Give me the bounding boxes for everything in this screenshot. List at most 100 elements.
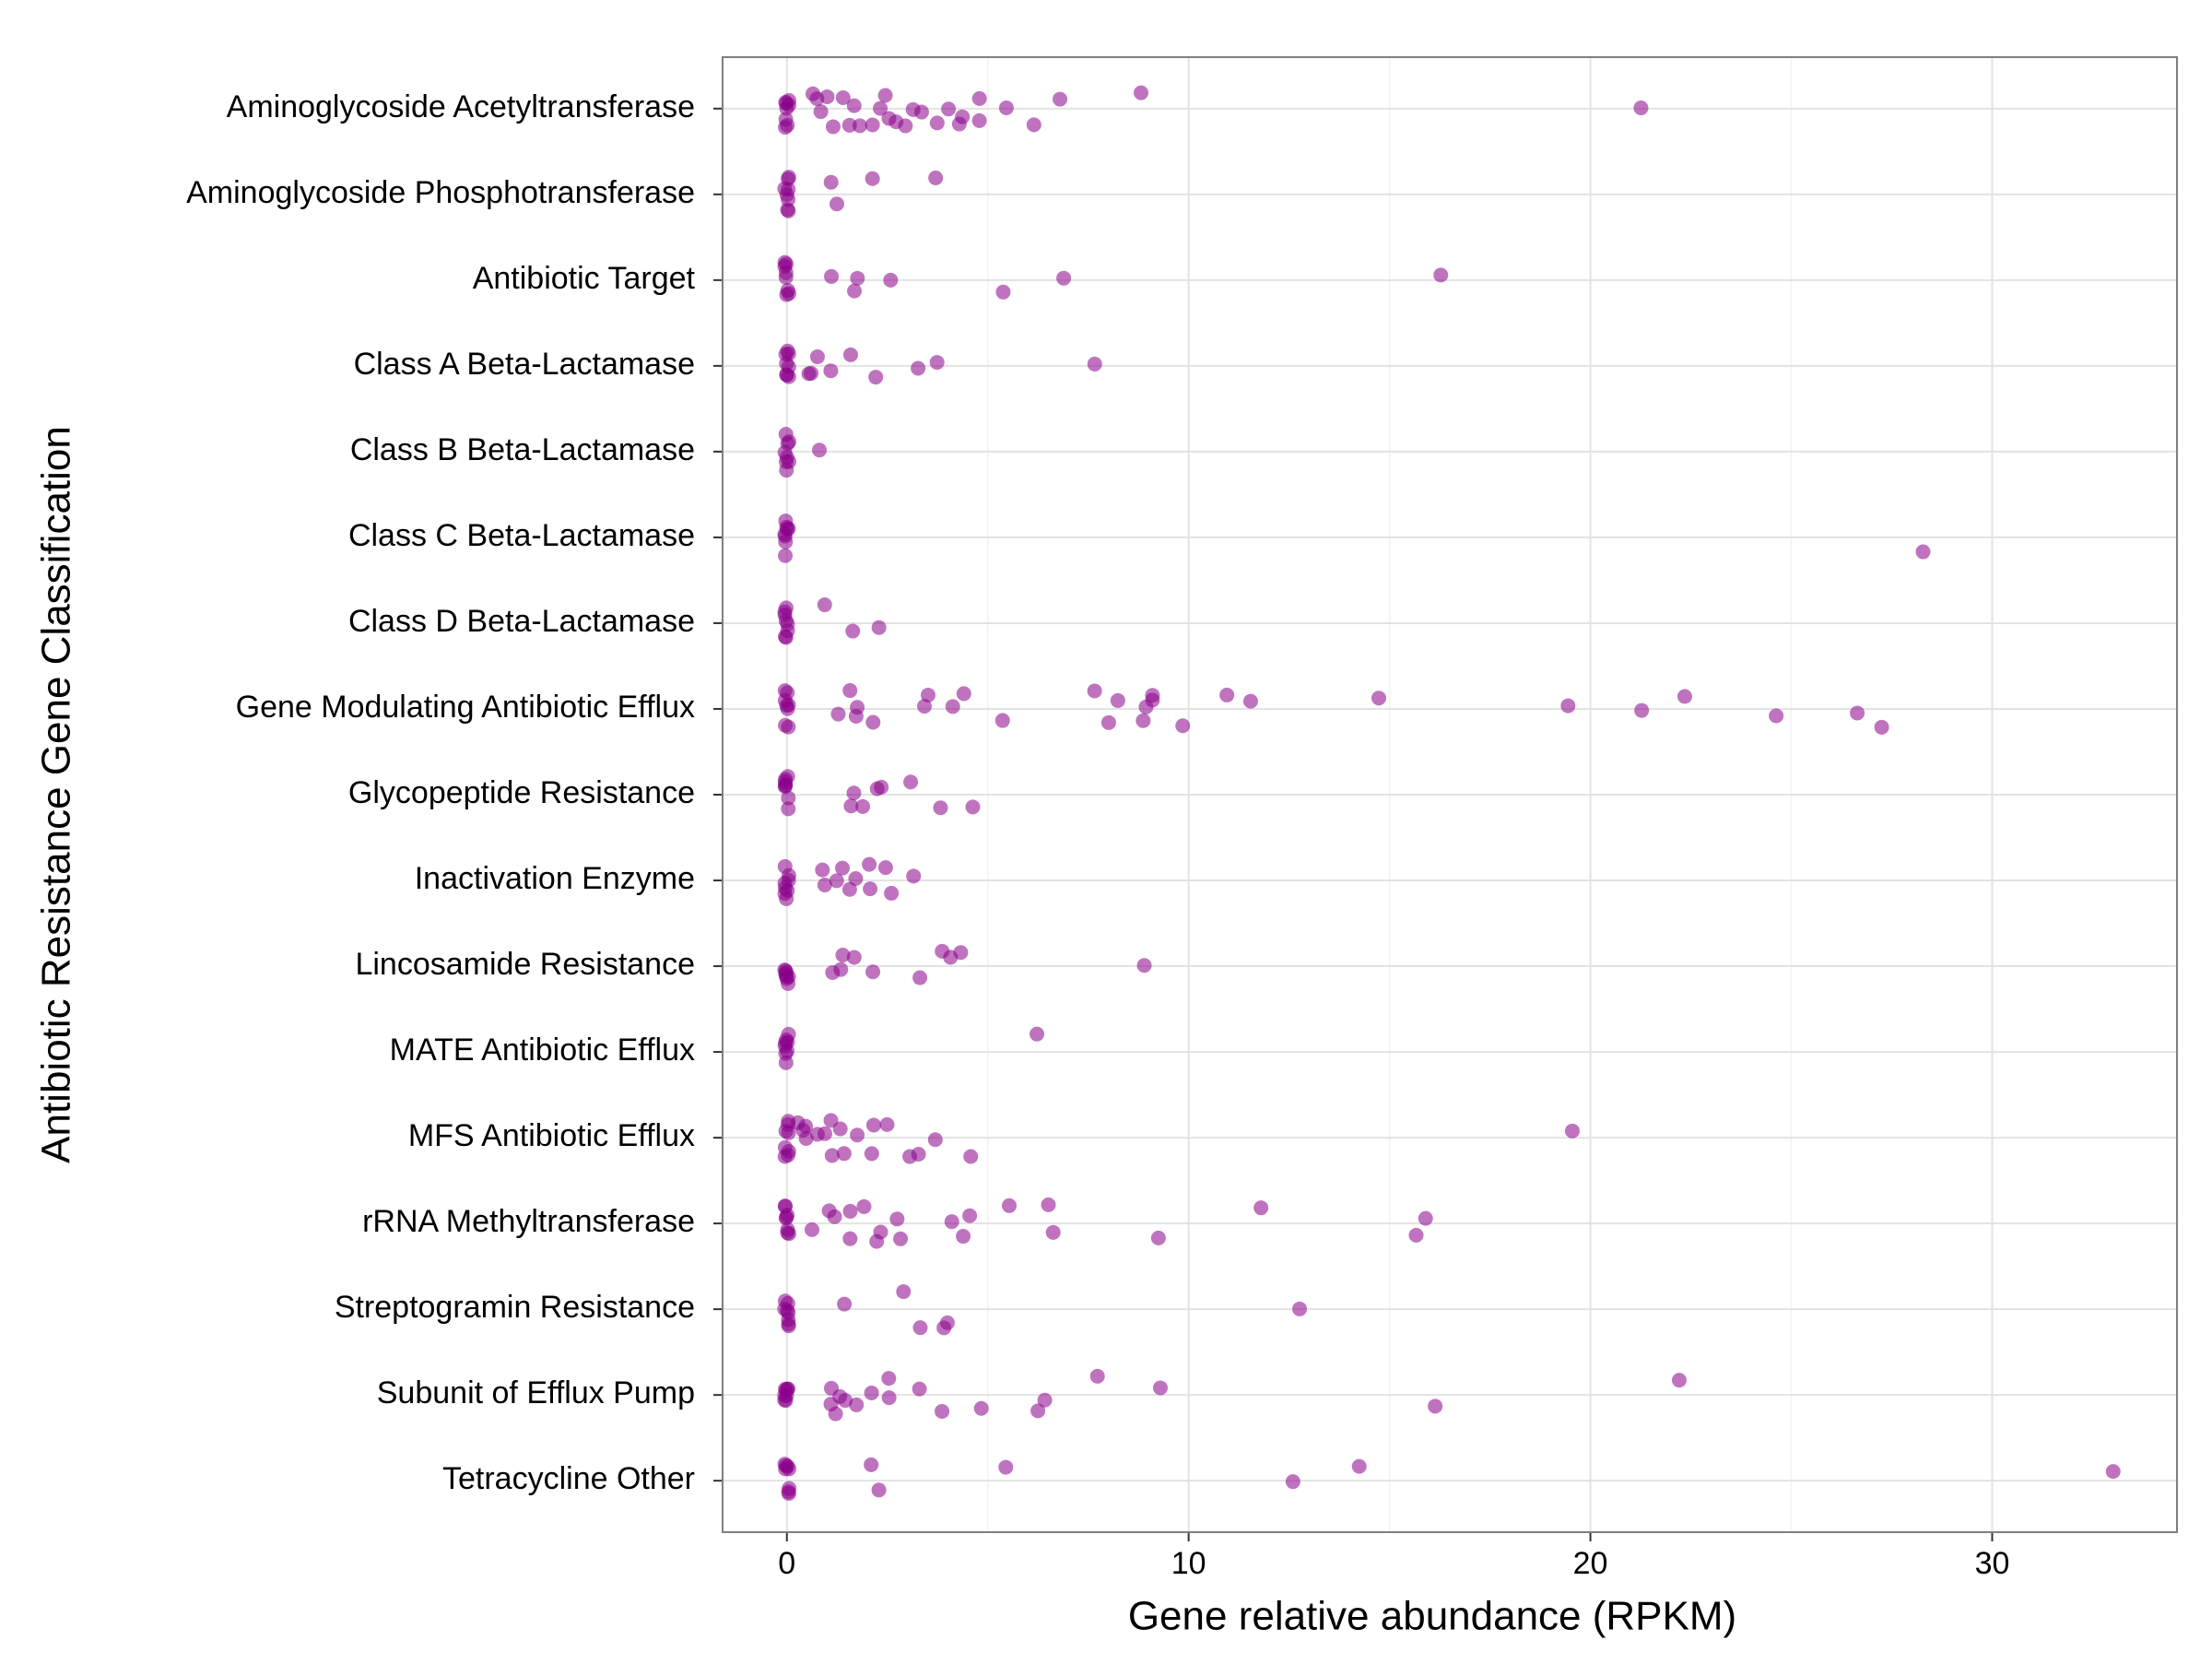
point — [834, 860, 850, 876]
point — [843, 798, 859, 814]
y-tick-label: Streptogramin Resistance — [335, 1290, 695, 1325]
point — [889, 1211, 905, 1227]
point — [903, 774, 919, 790]
point — [956, 1229, 971, 1245]
point — [847, 283, 863, 299]
point — [1677, 689, 1692, 704]
point — [830, 706, 846, 722]
point — [778, 427, 794, 443]
point — [1175, 718, 1191, 734]
point — [846, 98, 862, 113]
point — [873, 100, 888, 116]
point — [778, 777, 794, 793]
point — [777, 1392, 793, 1408]
x-tick-label: 0 — [778, 1546, 795, 1581]
point — [929, 355, 945, 371]
point — [955, 109, 971, 124]
point — [782, 98, 797, 113]
point — [778, 1055, 794, 1070]
point — [809, 349, 825, 365]
point — [842, 1203, 858, 1219]
point — [1134, 85, 1149, 100]
point — [1242, 693, 1258, 709]
point — [906, 868, 922, 884]
point — [935, 1403, 950, 1419]
point — [1769, 708, 1784, 724]
point — [1292, 1301, 1308, 1316]
point — [824, 1148, 840, 1163]
point — [884, 885, 900, 901]
y-tick-label: rRNA Methyltransferase — [362, 1204, 695, 1239]
point — [781, 369, 796, 384]
point — [777, 1198, 793, 1214]
y-tick-label: Lincosamide Resistance — [355, 947, 695, 982]
point — [1100, 714, 1116, 730]
y-tick-label: MFS Antibiotic Efflux — [408, 1118, 695, 1153]
point — [864, 1146, 879, 1162]
point — [813, 104, 829, 120]
point — [837, 1296, 853, 1312]
point — [1408, 1227, 1424, 1243]
point — [848, 708, 864, 724]
panel-border — [722, 56, 2178, 1533]
point — [963, 1149, 979, 1164]
point — [1087, 356, 1102, 372]
point — [994, 713, 1010, 728]
point — [777, 692, 793, 708]
point — [1219, 687, 1235, 702]
point — [1056, 270, 1072, 286]
point — [823, 174, 839, 190]
point — [933, 800, 948, 816]
point — [817, 597, 832, 613]
point — [998, 1459, 1014, 1475]
point — [1915, 544, 1931, 560]
point — [1030, 1403, 1046, 1419]
point — [804, 1221, 819, 1237]
y-tick-label: Subunit of Efflux Pump — [377, 1375, 695, 1410]
point — [781, 969, 796, 985]
point — [846, 785, 862, 801]
point — [929, 115, 945, 131]
point — [953, 945, 969, 961]
point — [855, 798, 871, 814]
point — [868, 370, 884, 385]
point — [777, 858, 793, 874]
point — [825, 119, 841, 135]
point — [920, 687, 935, 702]
point — [838, 1393, 853, 1409]
point — [1671, 1373, 1687, 1388]
y-tick-label: Aminoglycoside Acetyltransferase — [227, 89, 695, 124]
point — [871, 620, 887, 635]
point — [1135, 713, 1151, 728]
point — [778, 630, 794, 645]
point — [1152, 1380, 1168, 1396]
point — [819, 89, 835, 104]
point — [956, 686, 971, 702]
point — [778, 613, 794, 629]
point — [781, 801, 796, 817]
x-axis-title: Gene relative abundance (RPKM) — [1128, 1594, 1736, 1639]
point — [945, 699, 960, 714]
point — [832, 1121, 848, 1137]
point — [912, 1381, 927, 1397]
point — [781, 1486, 796, 1502]
point — [1634, 702, 1650, 718]
point — [778, 1381, 794, 1397]
point — [917, 699, 933, 714]
point — [1087, 683, 1102, 699]
point — [998, 100, 1014, 115]
point — [777, 444, 793, 460]
point — [944, 1214, 959, 1230]
point — [896, 1284, 912, 1300]
point — [862, 856, 877, 872]
point — [1564, 1123, 1580, 1139]
point — [848, 870, 864, 886]
point — [841, 881, 857, 897]
point — [898, 118, 913, 134]
point — [781, 192, 796, 207]
point — [779, 600, 794, 616]
y-tick-label: MATE Antibiotic Efflux — [390, 1033, 695, 1068]
point — [1089, 1368, 1105, 1384]
y-tick-label: Glycopeptide Resistance — [348, 775, 695, 810]
